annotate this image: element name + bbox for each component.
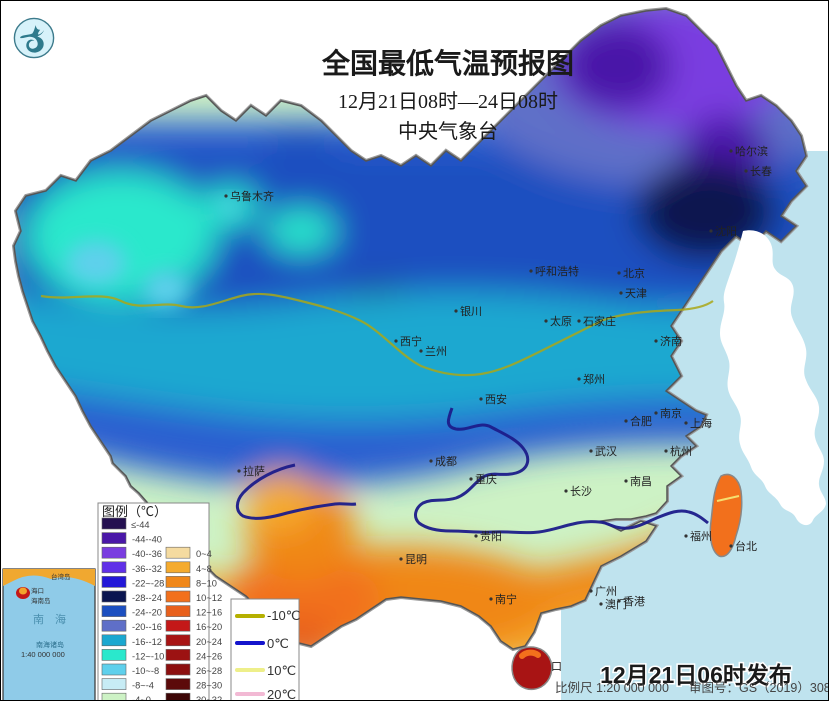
svg-text:-24--20: -24--20 <box>132 608 162 618</box>
svg-text:南 海: 南 海 <box>33 612 66 626</box>
svg-text:上海: 上海 <box>690 416 712 430</box>
svg-text:郑州: 郑州 <box>583 372 605 386</box>
svg-text:1:40 000 000: 1:40 000 000 <box>21 650 65 659</box>
svg-text:西宁: 西宁 <box>400 334 422 348</box>
svg-text:成都: 成都 <box>435 455 457 468</box>
svg-text:-8~-4: -8~-4 <box>132 681 154 691</box>
svg-text:呼和浩特: 呼和浩特 <box>535 264 579 278</box>
svg-text:南宁: 南宁 <box>495 592 517 606</box>
svg-text:北京: 北京 <box>623 266 645 280</box>
svg-text:-4~0: -4~0 <box>132 695 151 701</box>
svg-text:南京: 南京 <box>660 406 682 420</box>
svg-text:中央气象台: 中央气象台 <box>398 120 498 143</box>
svg-text:12月21日08时—24日08时: 12月21日08时—24日08时 <box>338 90 558 113</box>
svg-text:天津: 天津 <box>625 287 647 300</box>
svg-text:16~20: 16~20 <box>196 622 222 632</box>
svg-text:南昌: 南昌 <box>630 475 652 488</box>
svg-text:兰州: 兰州 <box>425 345 447 358</box>
svg-text:28~30: 28~30 <box>196 681 222 691</box>
svg-text:昆明: 昆明 <box>405 553 427 566</box>
svg-text:30~32: 30~32 <box>196 695 222 701</box>
svg-text:-22~-28: -22~-28 <box>132 578 164 588</box>
svg-text:南海诸岛: 南海诸岛 <box>36 640 64 649</box>
svg-text:-12~-10: -12~-10 <box>132 651 164 661</box>
svg-text:-44--40: -44--40 <box>132 535 162 545</box>
svg-text:图例（℃）: 图例（℃） <box>102 504 167 519</box>
svg-text:杭州: 杭州 <box>670 444 692 458</box>
svg-text:12~16: 12~16 <box>196 608 222 618</box>
svg-text:26~28: 26~28 <box>196 666 222 676</box>
svg-text:拉萨: 拉萨 <box>243 464 265 478</box>
svg-text:重庆: 重庆 <box>475 472 497 486</box>
svg-text:合肥: 合肥 <box>630 414 652 428</box>
svg-text:武汉: 武汉 <box>595 445 617 458</box>
svg-text:-20--16: -20--16 <box>132 622 162 632</box>
svg-text:海口: 海口 <box>31 586 44 595</box>
svg-text:0℃: 0℃ <box>267 636 289 651</box>
svg-text:福州: 福州 <box>690 529 712 543</box>
svg-text:-36--32: -36--32 <box>132 564 162 574</box>
svg-text:8~10: 8~10 <box>196 578 217 588</box>
svg-text:全国最低气温预报图: 全国最低气温预报图 <box>321 47 574 80</box>
svg-text:乌鲁木齐: 乌鲁木齐 <box>230 189 274 203</box>
svg-text:广州: 广州 <box>595 585 617 598</box>
svg-text:审图号：GS（2019）3082号: 审图号：GS（2019）3082号 <box>689 680 829 695</box>
svg-text:24~26: 24~26 <box>196 651 222 661</box>
svg-text:0~4: 0~4 <box>196 549 212 559</box>
svg-text:台北: 台北 <box>735 539 757 553</box>
svg-text:西安: 西安 <box>485 392 507 406</box>
svg-text:≤-44: ≤-44 <box>131 520 150 530</box>
svg-text:10℃: 10℃ <box>267 663 296 678</box>
svg-text:4~8: 4~8 <box>196 564 212 574</box>
svg-text:长沙: 长沙 <box>570 485 592 498</box>
svg-text:银川: 银川 <box>460 304 482 318</box>
svg-text:沈阳: 沈阳 <box>715 224 737 238</box>
svg-text:台湾岛: 台湾岛 <box>51 572 71 581</box>
svg-text:香港: 香港 <box>623 595 645 608</box>
svg-text:哈尔滨: 哈尔滨 <box>735 144 768 158</box>
svg-text:比例尺 1:20 000 000: 比例尺 1:20 000 000 <box>555 681 669 695</box>
svg-text:贵阳: 贵阳 <box>480 530 502 543</box>
svg-text:-10℃: -10℃ <box>267 608 300 623</box>
svg-text:-28--24: -28--24 <box>132 593 162 603</box>
svg-text:10~12: 10~12 <box>196 593 222 603</box>
svg-text:-16--12: -16--12 <box>132 637 162 647</box>
svg-text:太原: 太原 <box>550 315 572 328</box>
svg-text:-10~-8: -10~-8 <box>132 666 159 676</box>
svg-text:石家庄: 石家庄 <box>583 314 616 328</box>
svg-text:济南: 济南 <box>660 334 682 348</box>
svg-text:海南岛: 海南岛 <box>31 596 51 605</box>
svg-text:20℃: 20℃ <box>267 687 296 701</box>
svg-text:长春: 长春 <box>750 165 772 178</box>
svg-text:20~24: 20~24 <box>196 637 222 647</box>
svg-text:-40--36: -40--36 <box>132 549 162 559</box>
